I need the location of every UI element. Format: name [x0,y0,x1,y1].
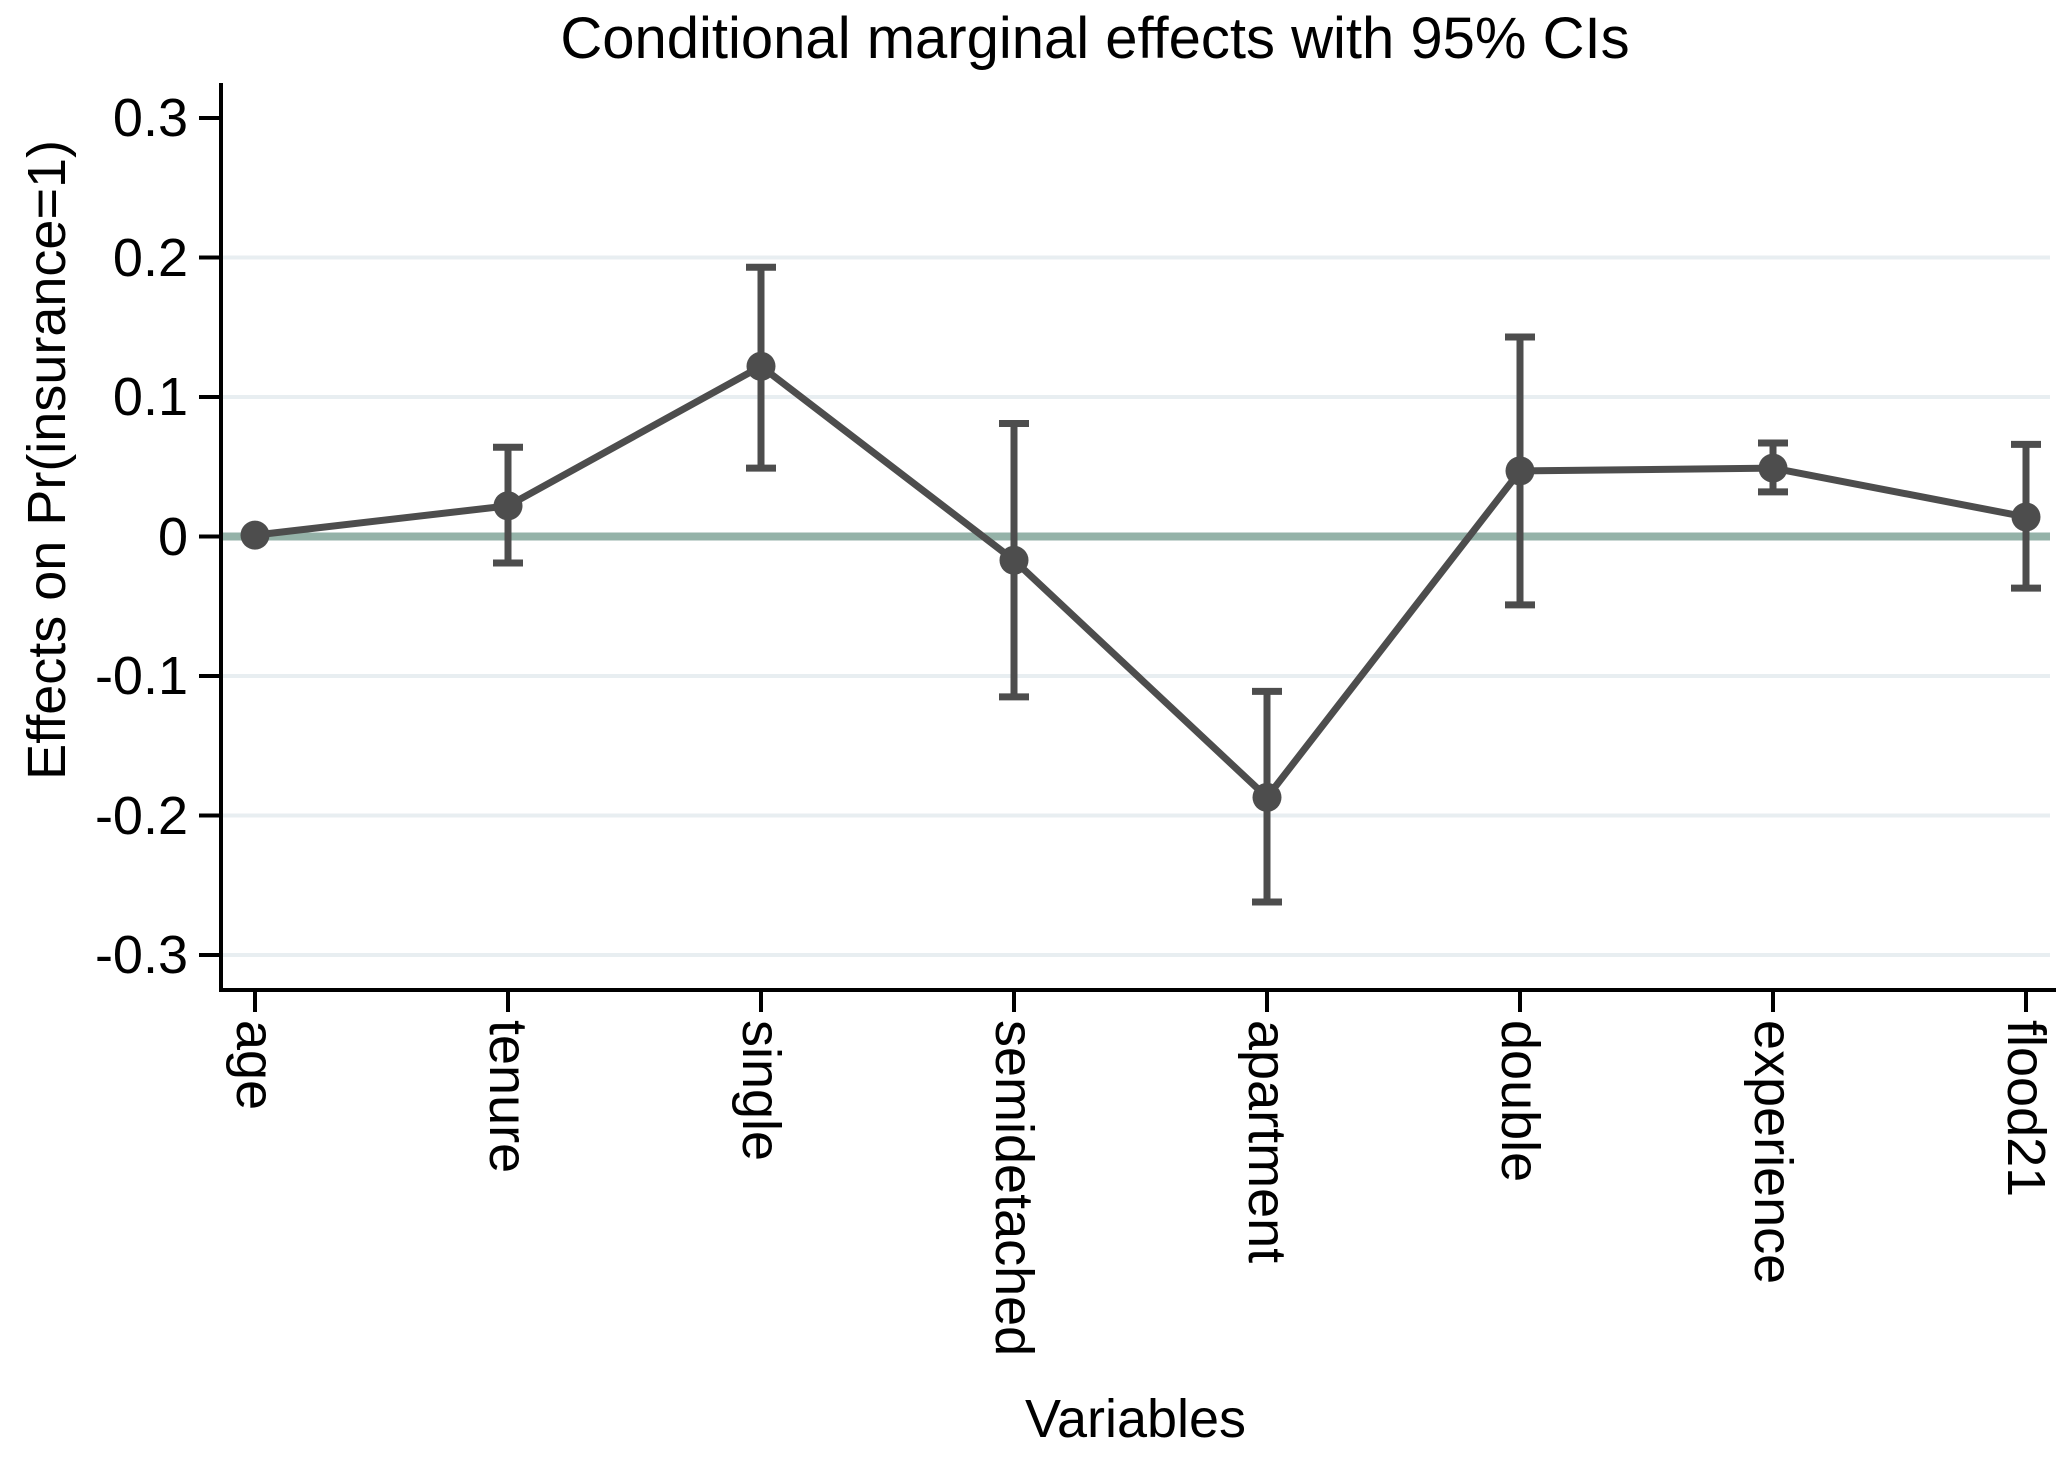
data-point-marker-double [1505,456,1535,486]
y-tick-label: 0.3 [112,88,188,148]
y-tick-label: 0.2 [112,227,188,288]
data-point-marker-single [746,351,776,381]
data-point-marker-age [240,520,270,550]
data-point-marker-experience [1758,453,1788,483]
data-point-marker-tenure [493,491,523,521]
x-category-label-semidetached: semidetached [984,1020,1044,1357]
data-point-marker-flood21 [2011,502,2041,532]
x-category-label-flood21: flood21 [1996,1020,2056,1198]
x-category-label-experience: experience [1743,1020,1803,1285]
x-category-label-age: age [225,1020,285,1111]
x-category-label-tenure: tenure [478,1020,538,1174]
series-line [254,362,2027,803]
x-category-label-double: double [1490,1020,1550,1183]
x-category-label-apartment: apartment [1237,1020,1297,1264]
data-point-marker-apartment [1252,782,1282,812]
y-tick-label: 0 [157,506,188,567]
chart-title: Conditional marginal effects with 95% CI… [560,6,1630,71]
y-axis-title: Effects on Pr(insurance=1) [8,60,86,860]
data-point-marker-semidetached [999,545,1029,575]
y-tick-label: -0.1 [94,646,188,706]
x-axis-title: Variables [1024,1389,1247,1449]
y-tick-label: 0.1 [112,367,188,427]
y-tick-label: -0.3 [94,925,188,985]
y-tick-label: -0.2 [94,785,188,846]
x-category-label-single: single [731,1020,791,1162]
